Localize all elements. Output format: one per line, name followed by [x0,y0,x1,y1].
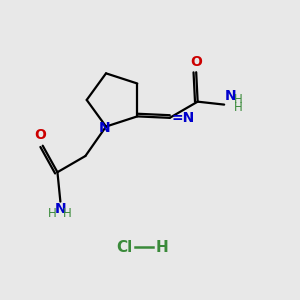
Text: H: H [234,93,243,106]
Text: H: H [63,207,72,220]
Text: N: N [225,89,236,103]
Text: N: N [99,121,110,135]
Text: H: H [48,207,56,220]
Text: H: H [234,101,243,114]
Text: N: N [55,202,66,216]
Text: Cl: Cl [116,240,132,255]
Text: O: O [34,128,46,142]
Text: =N: =N [171,111,194,125]
Text: O: O [190,55,202,69]
Text: H: H [156,240,169,255]
